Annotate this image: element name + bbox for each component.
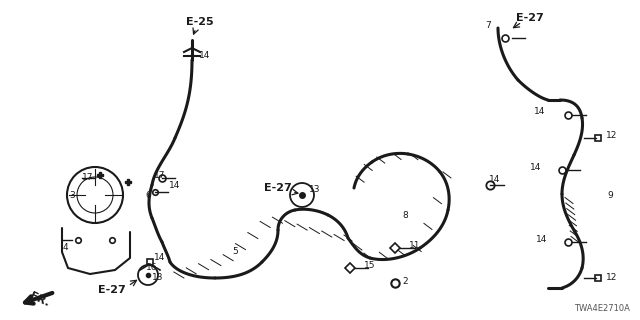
Text: E-27: E-27 bbox=[264, 183, 292, 193]
Text: E-27: E-27 bbox=[98, 285, 126, 295]
Text: 4: 4 bbox=[62, 244, 68, 252]
Text: 17: 17 bbox=[83, 173, 93, 182]
Text: 15: 15 bbox=[364, 260, 376, 269]
Text: 2: 2 bbox=[402, 277, 408, 286]
Text: 6: 6 bbox=[145, 190, 151, 199]
Text: 7: 7 bbox=[485, 20, 491, 29]
Text: TWA4E2710A: TWA4E2710A bbox=[574, 304, 630, 313]
Text: FR.: FR. bbox=[29, 291, 51, 309]
Text: 9: 9 bbox=[607, 190, 613, 199]
Text: 14: 14 bbox=[199, 51, 211, 60]
Text: 8: 8 bbox=[402, 211, 408, 220]
Text: 16: 16 bbox=[147, 263, 157, 273]
Text: 14: 14 bbox=[531, 164, 541, 172]
Text: E-25: E-25 bbox=[186, 17, 214, 27]
Text: 14: 14 bbox=[154, 253, 166, 262]
Text: 12: 12 bbox=[606, 131, 618, 140]
Text: 14: 14 bbox=[536, 236, 548, 244]
Text: 13: 13 bbox=[309, 186, 321, 195]
Text: 11: 11 bbox=[409, 241, 420, 250]
Text: 17: 17 bbox=[154, 171, 166, 180]
Text: 14: 14 bbox=[490, 175, 500, 185]
Text: 3: 3 bbox=[69, 190, 75, 199]
Text: E-27: E-27 bbox=[516, 13, 544, 23]
Text: 14: 14 bbox=[170, 180, 180, 189]
Text: 13: 13 bbox=[152, 274, 164, 283]
Text: 5: 5 bbox=[232, 247, 238, 257]
Text: 12: 12 bbox=[606, 274, 618, 283]
Text: 14: 14 bbox=[534, 108, 546, 116]
